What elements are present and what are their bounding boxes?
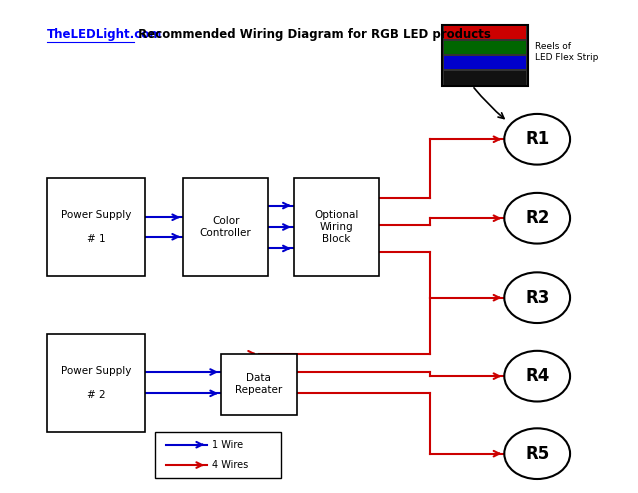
Text: 4 Wires: 4 Wires (212, 460, 248, 470)
Text: Recommended Wiring Diagram for RGB LED products: Recommended Wiring Diagram for RGB LED p… (135, 28, 491, 41)
FancyBboxPatch shape (47, 334, 145, 432)
FancyBboxPatch shape (293, 178, 379, 276)
FancyBboxPatch shape (442, 25, 528, 86)
Bar (443, 71, 526, 85)
Bar (443, 26, 526, 39)
Text: Color
Controller: Color Controller (200, 216, 251, 238)
Circle shape (504, 272, 570, 323)
Text: R3: R3 (525, 289, 549, 307)
Text: Data
Repeater: Data Repeater (235, 373, 283, 395)
Text: R5: R5 (525, 445, 549, 462)
Bar (443, 41, 526, 54)
FancyBboxPatch shape (183, 178, 269, 276)
Text: TheLEDLight.com: TheLEDLight.com (47, 28, 163, 41)
FancyBboxPatch shape (154, 432, 281, 478)
FancyBboxPatch shape (47, 178, 145, 276)
Text: Power Supply

# 1: Power Supply # 1 (61, 211, 131, 244)
Circle shape (504, 428, 570, 479)
Text: Reels of
LED Flex Strip: Reels of LED Flex Strip (535, 42, 598, 62)
Text: R2: R2 (525, 209, 549, 227)
Circle shape (504, 193, 570, 244)
Circle shape (504, 114, 570, 165)
Text: Optional
Wiring
Block: Optional Wiring Block (314, 211, 359, 244)
Text: R1: R1 (525, 130, 549, 148)
Circle shape (504, 351, 570, 401)
FancyBboxPatch shape (221, 354, 297, 415)
Text: 1 Wire: 1 Wire (212, 440, 243, 450)
Bar (443, 56, 526, 70)
Text: R4: R4 (525, 367, 549, 385)
Text: Power Supply

# 2: Power Supply # 2 (61, 366, 131, 400)
